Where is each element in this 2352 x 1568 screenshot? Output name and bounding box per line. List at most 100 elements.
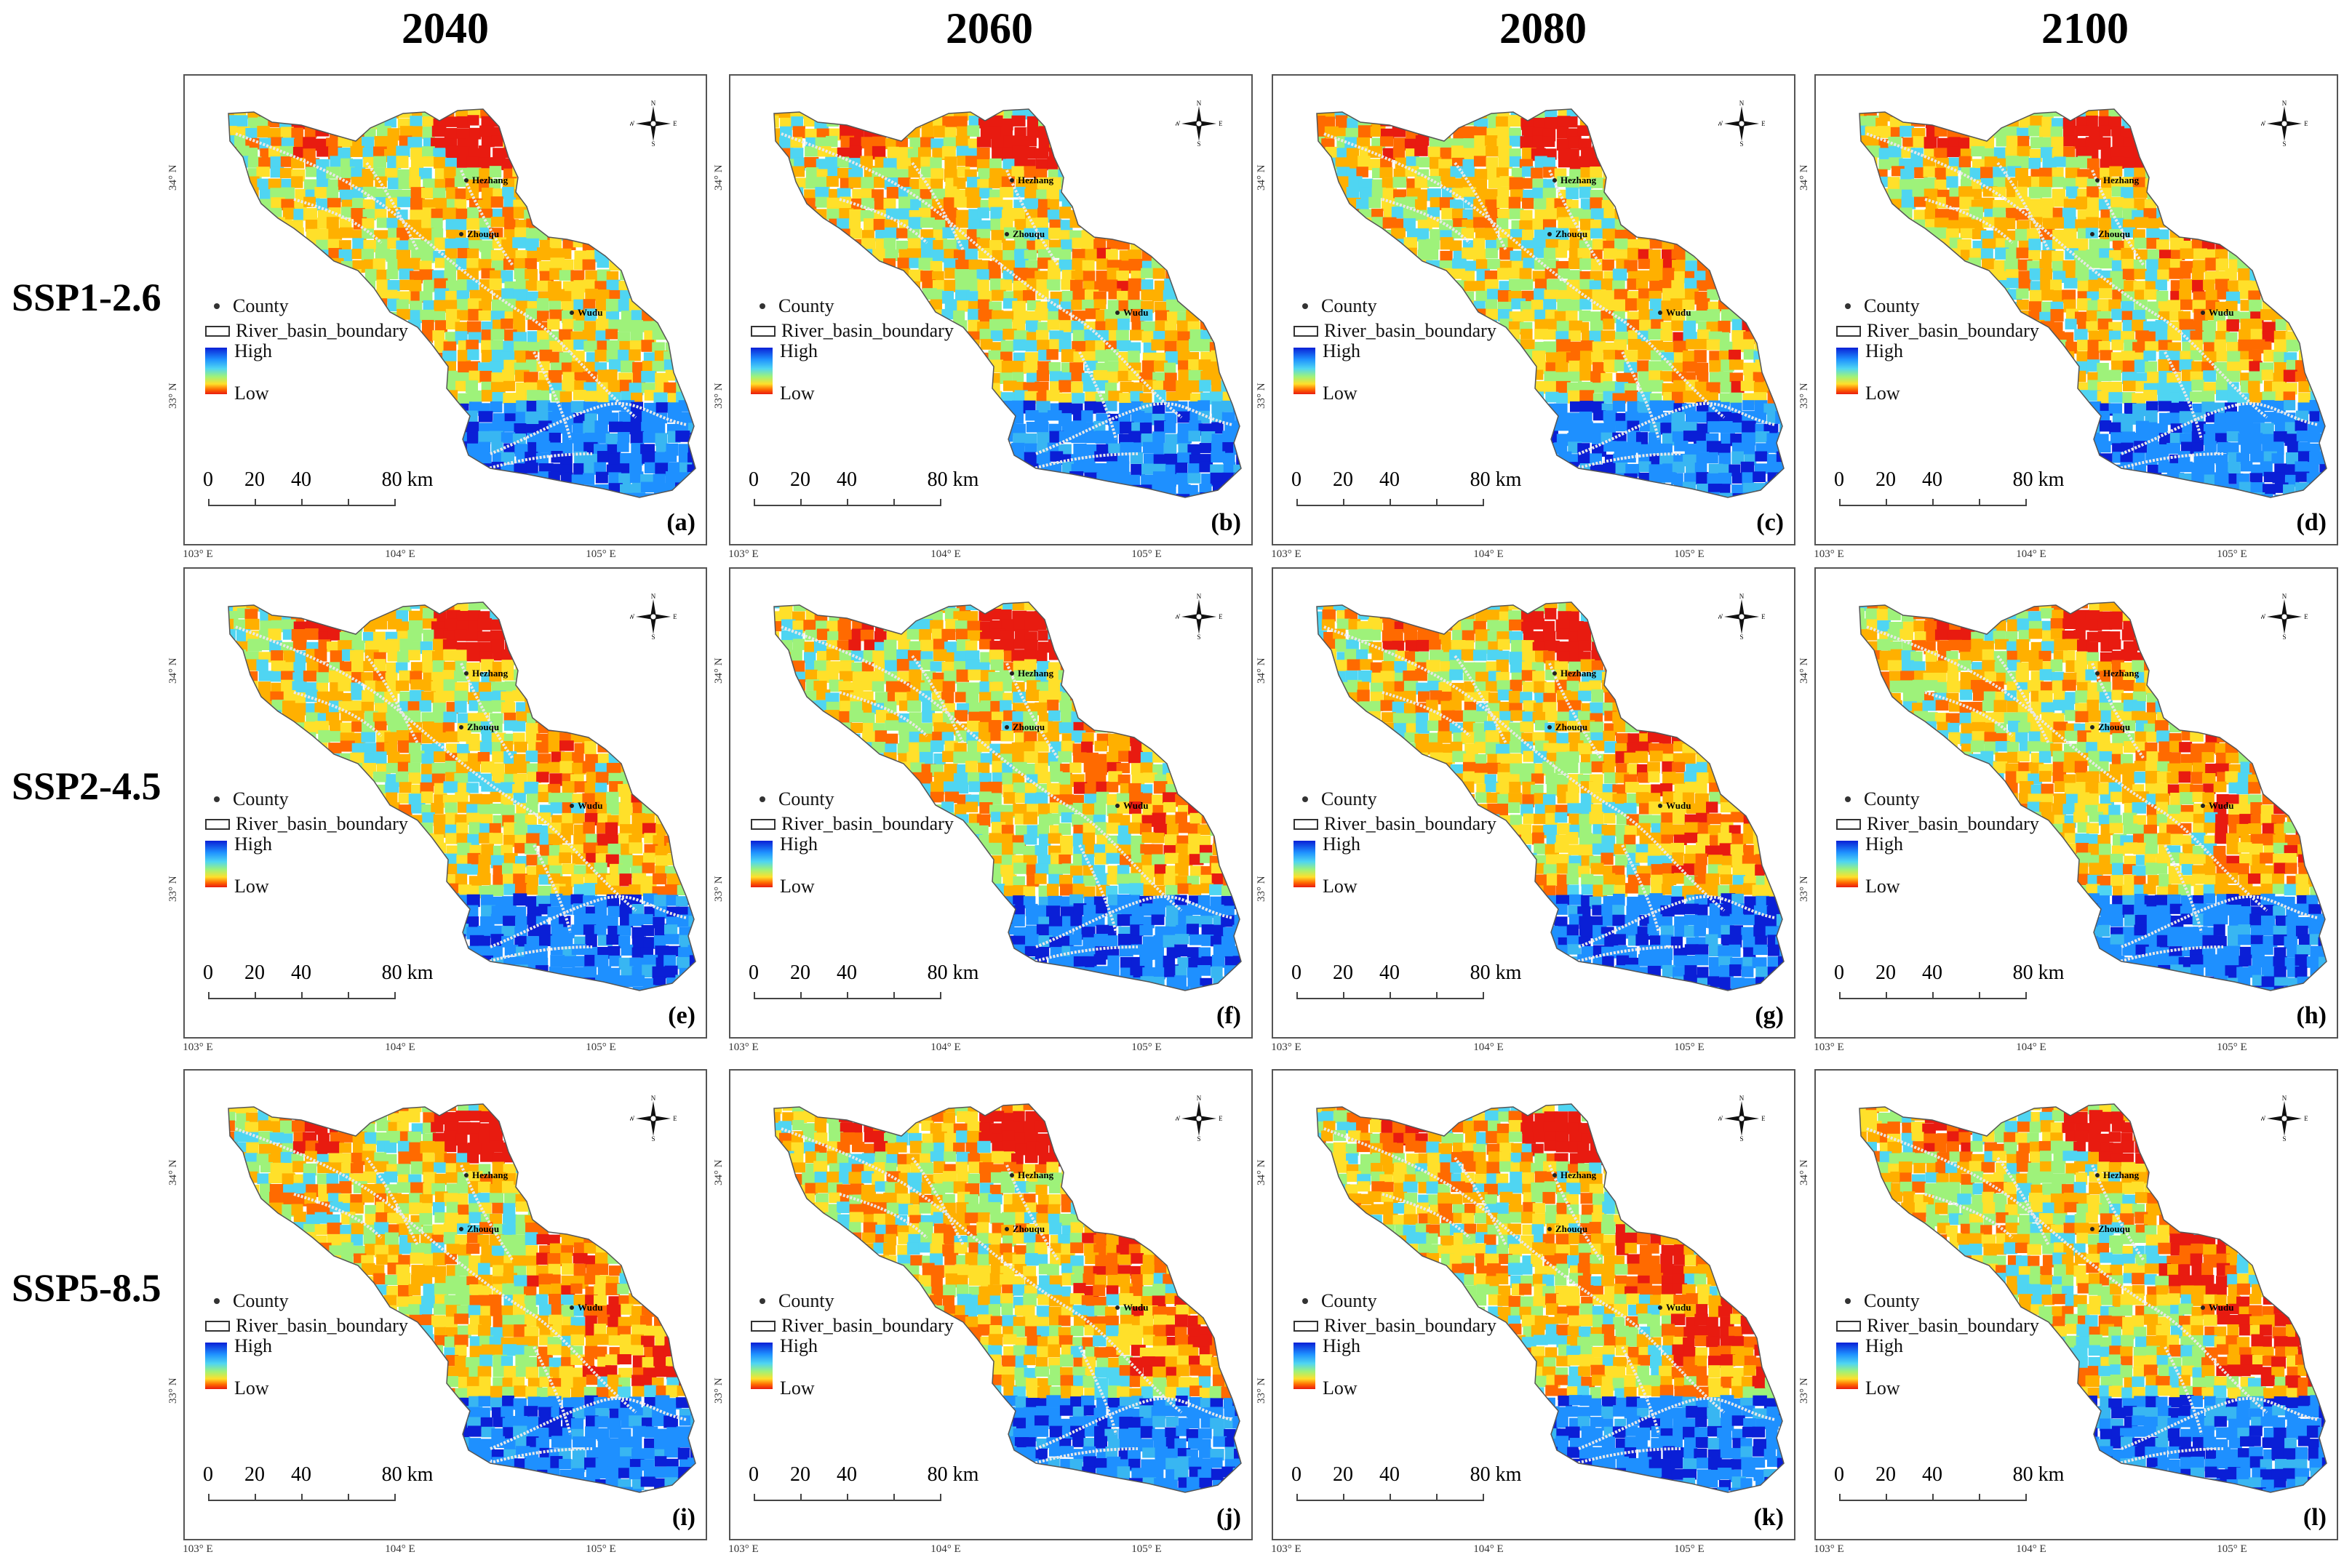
- subbasin-cell: [675, 260, 689, 273]
- subbasin-cell: [1742, 281, 1754, 293]
- subbasin-cell: [1197, 270, 1211, 284]
- subbasin-cell: [1210, 309, 1225, 322]
- subbasin-cell: [466, 421, 479, 435]
- subbasin-cell: [457, 299, 470, 312]
- subbasin-cell: [631, 228, 645, 241]
- subbasin-cell: [1186, 237, 1200, 250]
- subbasin-cell: [1777, 176, 1784, 188]
- subbasin-cell: [1765, 321, 1778, 334]
- subbasin-cell: [1790, 108, 1794, 120]
- subbasin-cell: [990, 503, 1004, 516]
- subbasin-cell: [701, 217, 706, 228]
- subbasin-cell: [873, 433, 886, 447]
- subbasin-cell: [988, 372, 1002, 384]
- subbasin-cell: [700, 116, 706, 128]
- subbasin-cell: [1335, 115, 1348, 128]
- subbasin-cell: [1211, 494, 1226, 497]
- subbasin-cell: [1683, 127, 1697, 140]
- subbasin-cell: [1729, 198, 1743, 209]
- subbasin-cell: [1731, 218, 1743, 231]
- subbasin-cell: [294, 250, 306, 264]
- subbasin-cell: [1165, 249, 1179, 263]
- subbasin-cell: [1152, 199, 1166, 211]
- subbasin-cell: [1767, 109, 1779, 121]
- subbasin-cell: [774, 250, 779, 262]
- subbasin-cell: [1069, 471, 1084, 483]
- subbasin-cell: [976, 423, 989, 436]
- subbasin-cell: [826, 423, 840, 435]
- subbasin-cell: [236, 156, 249, 168]
- year-title-2040: 2040: [372, 1, 518, 55]
- subbasin-cell: [1383, 250, 1396, 262]
- subbasin-cell: [1740, 461, 1755, 473]
- subbasin-cell: [1011, 115, 1026, 127]
- subbasin-cell: [793, 451, 806, 462]
- river-line: [490, 401, 687, 455]
- subbasin-cell: [329, 422, 343, 436]
- subbasin-cell: [1059, 109, 1071, 118]
- subbasin-cell: [1141, 109, 1155, 119]
- subbasin-cell: [525, 359, 540, 372]
- subbasin-cell: [420, 420, 434, 433]
- county-label: Zhouqu: [1013, 228, 1045, 239]
- subbasin-cell: [431, 505, 444, 517]
- subbasin-cell: [850, 433, 865, 447]
- subbasin-cell: [1637, 360, 1649, 372]
- subbasin-cell: [666, 311, 679, 322]
- subbasin-cell: [791, 218, 805, 231]
- subbasin-cell: [666, 147, 679, 161]
- subbasin-cell: [1024, 198, 1040, 211]
- subbasin-cell: [1393, 443, 1408, 456]
- subbasin-cell: [1247, 187, 1251, 199]
- subbasin-cell: [387, 259, 401, 271]
- subbasin-cell: [1461, 441, 1474, 452]
- subbasin-cell: [978, 168, 991, 180]
- subbasin-cell: [420, 309, 434, 321]
- subbasin-cell: [1683, 350, 1696, 362]
- subbasin-cell: [1236, 311, 1241, 324]
- subbasin-cell: [849, 209, 862, 222]
- subbasin-cell: [1155, 240, 1168, 253]
- subbasin-cell: [954, 453, 968, 465]
- subbasin-cell: [458, 502, 471, 513]
- subbasin-cell: [1116, 329, 1129, 341]
- subbasin-cell: [1510, 372, 1523, 385]
- subbasin-cell: [317, 280, 331, 293]
- subbasin-cell: [376, 109, 390, 117]
- subbasin-cell: [1246, 156, 1251, 167]
- subbasin-cell: [872, 136, 887, 149]
- subbasin-cell: [954, 401, 970, 412]
- subbasin-cell: [1775, 197, 1784, 210]
- subbasin-cell: [1093, 109, 1105, 119]
- subbasin-cell: [1463, 452, 1476, 466]
- subbasin-cell: [618, 145, 631, 157]
- subbasin-cell: [1719, 230, 1733, 241]
- subbasin-cell: [583, 279, 596, 291]
- subbasin-cell: [1164, 362, 1176, 374]
- subbasin-cell: [1662, 148, 1676, 161]
- longitude-label: 105° E: [586, 548, 615, 561]
- subbasin-cell: [1152, 126, 1166, 138]
- subbasin-cell: [805, 240, 819, 253]
- subbasin-cell: [653, 188, 666, 201]
- subbasin-cell: [306, 167, 318, 177]
- subbasin-cell: [1248, 433, 1251, 445]
- subbasin-cell: [1177, 220, 1191, 231]
- subbasin-cell: [246, 433, 259, 445]
- subbasin-cell: [1789, 115, 1794, 125]
- subbasin-cell: [1708, 188, 1723, 199]
- scale-bar: 0 20 40 80 km: [745, 468, 978, 512]
- subbasin-cell: [1128, 118, 1143, 130]
- subbasin-cell: [1221, 248, 1236, 261]
- subbasin-cell: [384, 137, 398, 151]
- county-label: Zhouqu: [467, 228, 499, 239]
- subbasin-cell: [597, 199, 610, 211]
- subbasin-cell: [687, 495, 695, 497]
- subbasin-cell: [883, 441, 896, 455]
- subbasin-cell: [1627, 168, 1641, 180]
- subbasin-cell: [468, 240, 483, 251]
- subbasin-cell: [608, 421, 623, 433]
- subbasin-cell: [1775, 156, 1784, 169]
- subbasin-cell: [1555, 471, 1568, 483]
